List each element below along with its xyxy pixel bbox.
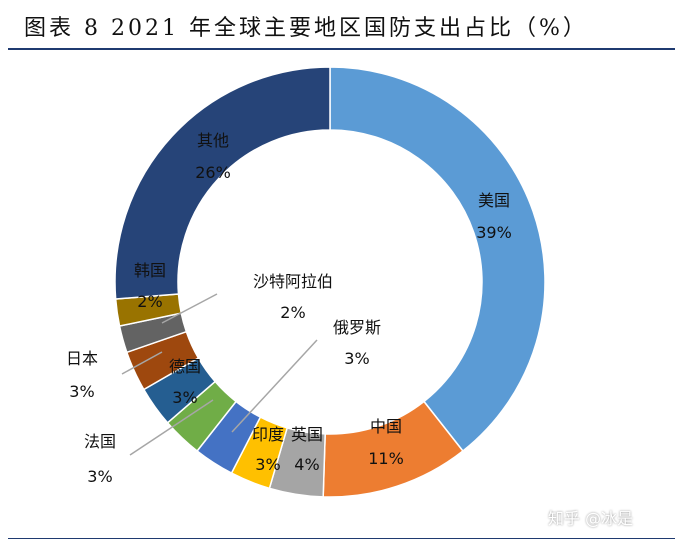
slice-7-value-label: 3% [69,382,94,401]
slice-5-leader-line [129,399,214,456]
slice-7-name-label: 日本 [66,349,98,368]
slice-3-name-label: 印度 [252,425,284,444]
slice-8-name-label: 沙特阿拉伯 [253,272,333,291]
slice-4-value-label: 3% [344,349,369,368]
page-title: 图表 8 2021 年全球主要地区国防支出占比（%） [24,16,588,41]
slice-0-value-label: 39% [476,223,512,242]
slice-8-leader-line [161,293,218,324]
bottom-rule [8,538,675,539]
slice-9-value-label: 2% [137,292,162,311]
slice-4-leader-line [231,339,318,433]
slice-7-leader-line [121,351,163,375]
slice-9-name-label: 韩国 [134,261,166,280]
slice-6-name-label: 德国 [169,357,201,376]
slice-6-value-label: 3% [172,388,197,407]
slice-5-name-label: 法国 [84,432,116,451]
slice-4-name-label: 俄罗斯 [333,318,381,337]
slice-2-name-label: 英国 [291,425,323,444]
title-bar: 图表 8 2021 年全球主要地区国防支出占比（%） [0,0,683,48]
slice-3-value-label: 3% [255,455,280,474]
slice-10-arc [114,66,331,300]
slice-0-name-label: 美国 [478,191,510,210]
slice-1-value-label: 11% [368,449,404,468]
top-rule [8,48,675,50]
slice-10-name-label: 其他 [197,131,229,150]
slice-10-value-label: 26% [195,163,231,182]
watermark: 知乎 @冰是 [548,509,634,528]
slice-2-value-label: 4% [294,455,319,474]
slice-1-name-label: 中国 [370,417,402,436]
slice-5-value-label: 3% [87,467,112,486]
slice-0-arc [329,66,546,453]
slice-8-value-label: 2% [280,303,305,322]
